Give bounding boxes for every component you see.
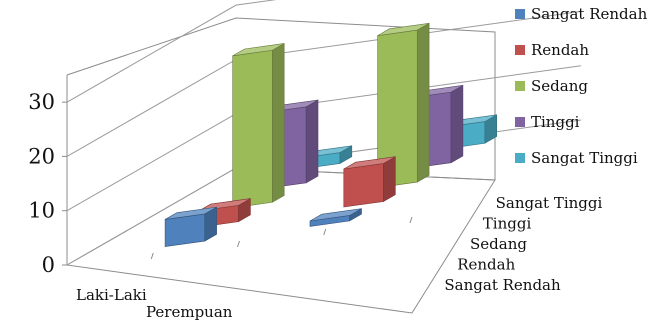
legend: Sangat Rendah Rendah Sedang Tinggi Sangat Ti… <box>515 5 648 167</box>
depth-axis-labels: Sangat Rendah Rendah Sedang Tinggi Sangat Ti… <box>444 194 602 294</box>
legend-label: Tinggi <box>531 113 580 131</box>
y-tick-label: 10 <box>28 199 55 223</box>
gridline <box>66 65 582 212</box>
bar <box>309 208 362 227</box>
bar <box>232 42 285 209</box>
category-label: Perempuan <box>146 303 233 321</box>
legend-swatch <box>515 117 525 127</box>
category-label: Laki-Laki <box>76 286 147 304</box>
legend-swatch <box>515 153 525 163</box>
category-tick-mark <box>323 228 327 236</box>
depth-label: Sangat Tinggi <box>496 194 603 212</box>
depth-label: Sangat Rendah <box>444 276 561 294</box>
bar <box>343 156 396 208</box>
depth-label: Sedang <box>470 235 527 253</box>
depth-label: Rendah <box>457 255 515 273</box>
legend-swatch <box>515 45 525 55</box>
y-tick-label: 0 <box>42 253 55 277</box>
category-tick-mark <box>150 252 154 260</box>
bar <box>164 206 217 247</box>
category-tick-mark <box>409 216 413 224</box>
y-tick-label: 30 <box>28 90 55 114</box>
legend-label: Sangat Rendah <box>531 5 648 23</box>
legend-swatch <box>515 9 525 19</box>
legend-label: Sedang <box>531 77 588 95</box>
depth-label: Tinggi <box>483 215 532 233</box>
gridline <box>66 0 277 103</box>
bar <box>377 22 430 188</box>
y-tick-label: 20 <box>28 144 55 168</box>
gridline <box>66 10 582 157</box>
legend-swatch <box>515 81 525 91</box>
legend-label: Rendah <box>531 41 589 59</box>
legend-label: Sangat Tinggi <box>531 149 638 167</box>
bars <box>164 22 498 247</box>
category-tick-mark <box>237 240 240 248</box>
y-axis-ticks: 0 10 20 30 <box>28 90 67 277</box>
